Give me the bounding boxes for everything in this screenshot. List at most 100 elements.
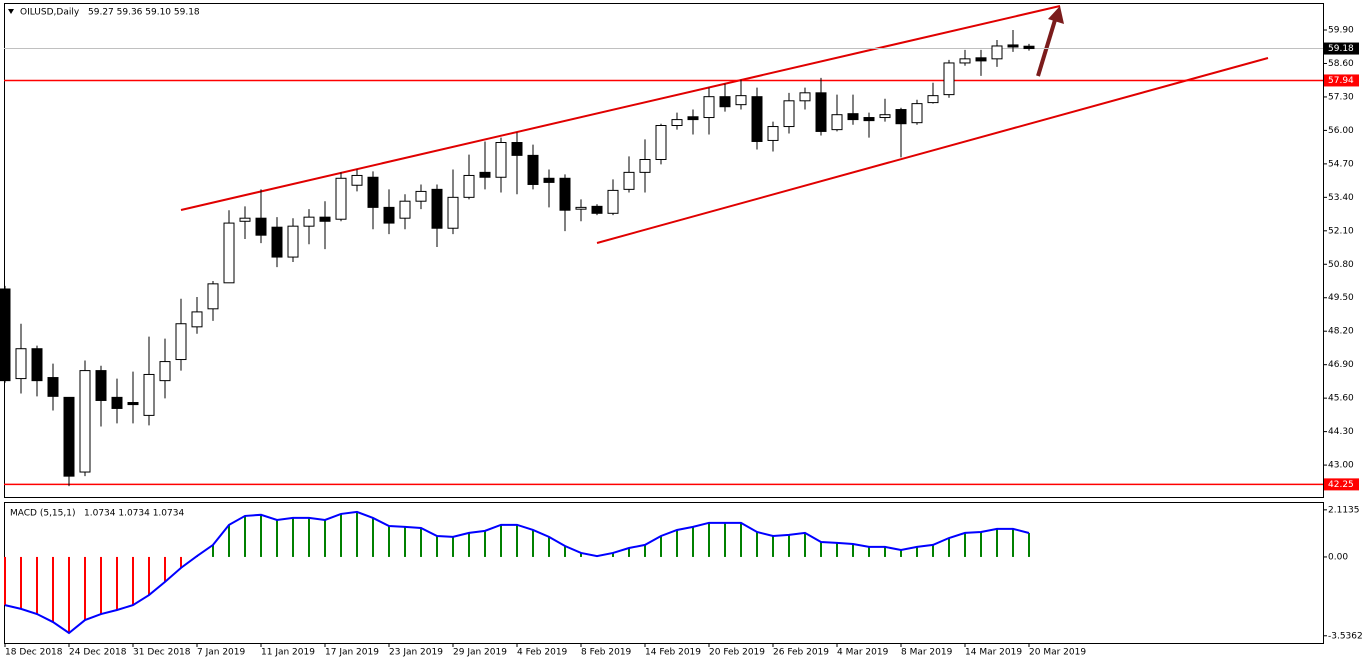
candle-body xyxy=(687,116,699,121)
candle-body xyxy=(559,177,571,211)
x-tick-label: 24 Dec 2018 xyxy=(69,648,127,658)
candle-body xyxy=(623,171,635,190)
candle-body xyxy=(1023,45,1035,50)
candle-body xyxy=(815,92,827,132)
drawing-objects xyxy=(180,5,1269,244)
x-tick-label: 17 Jan 2019 xyxy=(325,648,379,658)
arrow xyxy=(1036,19,1057,77)
signal-line xyxy=(4,510,1030,635)
y-tick-label: 52.10 xyxy=(1328,226,1354,236)
candle-body xyxy=(335,177,347,220)
macd-title: MACD (5,15,1) xyxy=(10,509,76,519)
candle-body xyxy=(479,171,491,178)
candle-body xyxy=(751,96,763,142)
candle-body xyxy=(863,117,875,122)
x-tick-label: 20 Mar 2019 xyxy=(1029,648,1086,658)
candle-body xyxy=(463,174,475,198)
candle-body xyxy=(143,373,155,416)
candle-body xyxy=(159,361,171,382)
candle-body xyxy=(351,174,363,186)
chart-title: OILUSD,Daily xyxy=(20,8,80,18)
candle-body xyxy=(927,95,939,104)
candle-body xyxy=(671,119,683,127)
candle-body xyxy=(431,188,443,229)
candle-body xyxy=(575,206,587,210)
trend-line xyxy=(596,57,1269,244)
candle-body xyxy=(991,45,1003,60)
candle-body xyxy=(783,100,795,128)
x-tick-label: 18 Dec 2018 xyxy=(5,648,63,658)
candle-body xyxy=(79,370,91,473)
x-tick-label: 14 Mar 2019 xyxy=(965,648,1022,658)
candle-body xyxy=(719,96,731,108)
candle-body xyxy=(703,96,715,119)
candle-body xyxy=(15,348,27,380)
price-label: 57.94 xyxy=(1328,76,1354,86)
x-tick-label: 20 Feb 2019 xyxy=(709,648,765,658)
candle-body xyxy=(607,189,619,214)
candle-body xyxy=(287,225,299,258)
y-tick-label: 59.90 xyxy=(1328,26,1354,36)
y-tick-label: -3.5362 xyxy=(1328,631,1363,641)
x-tick-label: 8 Mar 2019 xyxy=(901,648,953,658)
y-tick-label: 53.40 xyxy=(1328,193,1354,203)
candle-body xyxy=(95,370,107,401)
candle-body xyxy=(31,348,43,382)
x-tick-label: 29 Jan 2019 xyxy=(453,648,507,658)
y-tick-label: 46.90 xyxy=(1328,360,1354,370)
candle-body xyxy=(47,377,59,397)
trend-line xyxy=(180,5,1061,211)
candle-body xyxy=(911,103,923,124)
price-label-box xyxy=(1324,478,1359,491)
candle-body xyxy=(895,109,907,125)
y-tick-label: 50.80 xyxy=(1328,260,1354,270)
candle-body xyxy=(959,58,971,64)
candle-body xyxy=(511,142,523,156)
candle-body xyxy=(735,95,747,106)
candle-body xyxy=(527,154,539,185)
x-tick-label: 26 Feb 2019 xyxy=(773,648,829,658)
y-tick-label: 56.00 xyxy=(1328,126,1354,136)
candle-body xyxy=(175,323,187,361)
y-tick-label: 45.60 xyxy=(1328,394,1354,404)
panel-menu-icon xyxy=(8,9,14,14)
x-tick-label: 4 Mar 2019 xyxy=(837,648,889,658)
ohlc-readout: 59.27 59.36 59.10 59.18 xyxy=(88,8,200,18)
candle-body xyxy=(271,226,283,258)
candle-body xyxy=(543,177,555,183)
candle-body xyxy=(879,114,891,119)
candle-body xyxy=(223,222,235,284)
candle-body xyxy=(975,57,987,62)
price-label: 42.25 xyxy=(1328,480,1354,490)
candle-body xyxy=(655,125,667,160)
candle-body xyxy=(591,205,603,214)
x-tick-label: 31 Dec 2018 xyxy=(133,648,191,658)
candle-body xyxy=(319,216,331,222)
x-tick-label: 11 Jan 2019 xyxy=(261,648,315,658)
candle-body xyxy=(383,206,395,224)
arrow-head xyxy=(1048,6,1064,24)
candle-body xyxy=(239,217,251,222)
y-tick-label: 54.70 xyxy=(1328,159,1354,169)
candle-body xyxy=(255,217,267,236)
x-tick-label: 8 Feb 2019 xyxy=(581,648,632,658)
candle-body xyxy=(1007,44,1019,48)
price-label: 59.18 xyxy=(1328,44,1354,54)
candle-body xyxy=(111,396,123,409)
x-tick-label: 23 Jan 2019 xyxy=(389,648,443,658)
candle-body xyxy=(207,283,219,310)
y-tick-label: 48.20 xyxy=(1328,327,1354,337)
candle-body xyxy=(303,216,315,227)
y-tick-label: 57.30 xyxy=(1328,92,1354,102)
price-label-box xyxy=(1324,74,1359,87)
y-tick-label: 58.60 xyxy=(1328,59,1354,69)
x-tick-label: 7 Jan 2019 xyxy=(197,648,245,658)
candle-body xyxy=(191,311,203,328)
y-tick-label: 0.00 xyxy=(1328,552,1348,562)
candle-body xyxy=(767,126,779,141)
candle-body xyxy=(847,113,859,121)
y-tick-label: 2.1135 xyxy=(1328,505,1360,515)
y-tick-label: 49.50 xyxy=(1328,293,1354,303)
